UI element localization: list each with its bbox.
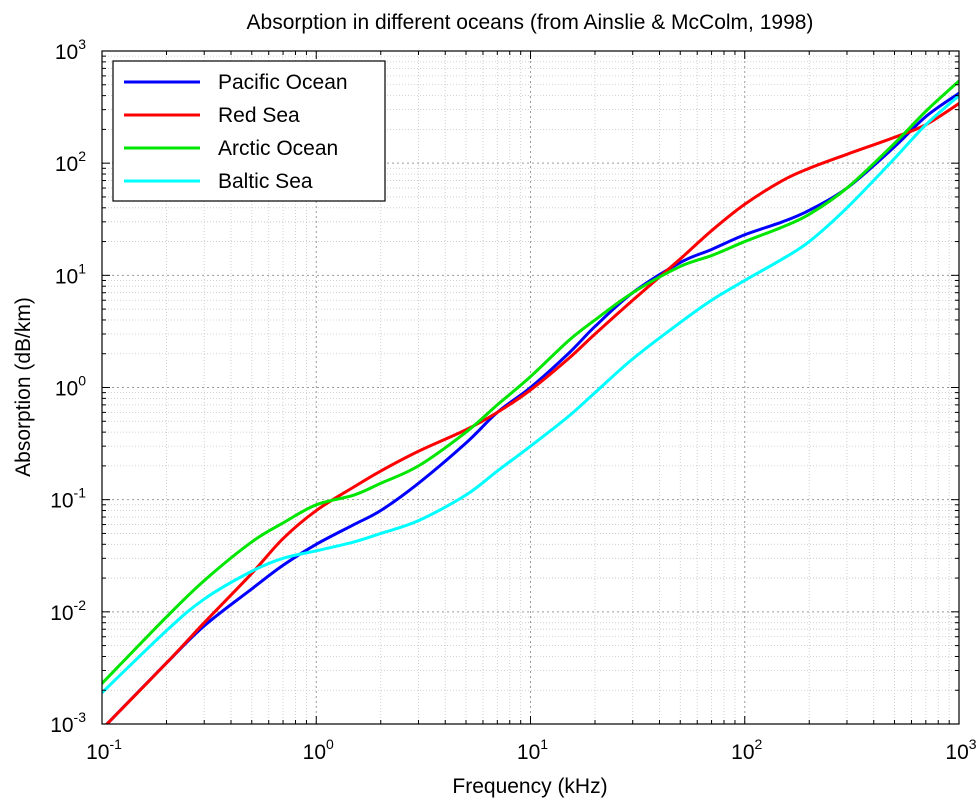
x-tick-label: 102 bbox=[731, 736, 762, 764]
legend-label: Pacific Ocean bbox=[218, 71, 348, 94]
y-tick-label: 10-2 bbox=[50, 597, 86, 625]
y-tick-label: 100 bbox=[55, 373, 86, 401]
legend-box bbox=[112, 60, 386, 202]
x-tick-label: 100 bbox=[303, 736, 334, 764]
legend-label: Red Sea bbox=[218, 104, 300, 127]
series-line-pacific-ocean bbox=[104, 91, 959, 724]
x-tick-label: 101 bbox=[517, 736, 548, 764]
x-tick-labels: 10-1 100 101 102 103 bbox=[86, 736, 977, 764]
y-tick-labels: 10-3 10-2 10-1 100 101 102 103 bbox=[50, 36, 86, 737]
y-tick-label: 103 bbox=[55, 36, 86, 64]
axis-ticks bbox=[101, 50, 960, 725]
chart-title: Absorption in different oceans (from Ain… bbox=[247, 11, 814, 34]
series-line-arctic-ocean bbox=[102, 79, 959, 685]
series-line-baltic-sea bbox=[102, 94, 959, 695]
legend-label: Arctic Ocean bbox=[218, 137, 338, 160]
series-line-red-sea bbox=[104, 102, 959, 724]
x-tick-label: 103 bbox=[945, 736, 976, 764]
y-tick-label: 101 bbox=[55, 260, 86, 288]
y-tick-label: 10-3 bbox=[50, 709, 86, 737]
x-axis-label: Frequency (kHz) bbox=[452, 775, 607, 798]
y-tick-label: 102 bbox=[55, 148, 86, 176]
legend-label: Baltic Sea bbox=[218, 170, 313, 193]
series-layer bbox=[102, 79, 959, 724]
x-tick-label: 10-1 bbox=[86, 736, 122, 764]
y-tick-label: 10-1 bbox=[50, 485, 86, 513]
legend: Pacific Ocean Red Sea Arctic Ocean Baltic S… bbox=[112, 60, 386, 202]
y-axis-label: Absorption (dB/km) bbox=[12, 297, 35, 477]
